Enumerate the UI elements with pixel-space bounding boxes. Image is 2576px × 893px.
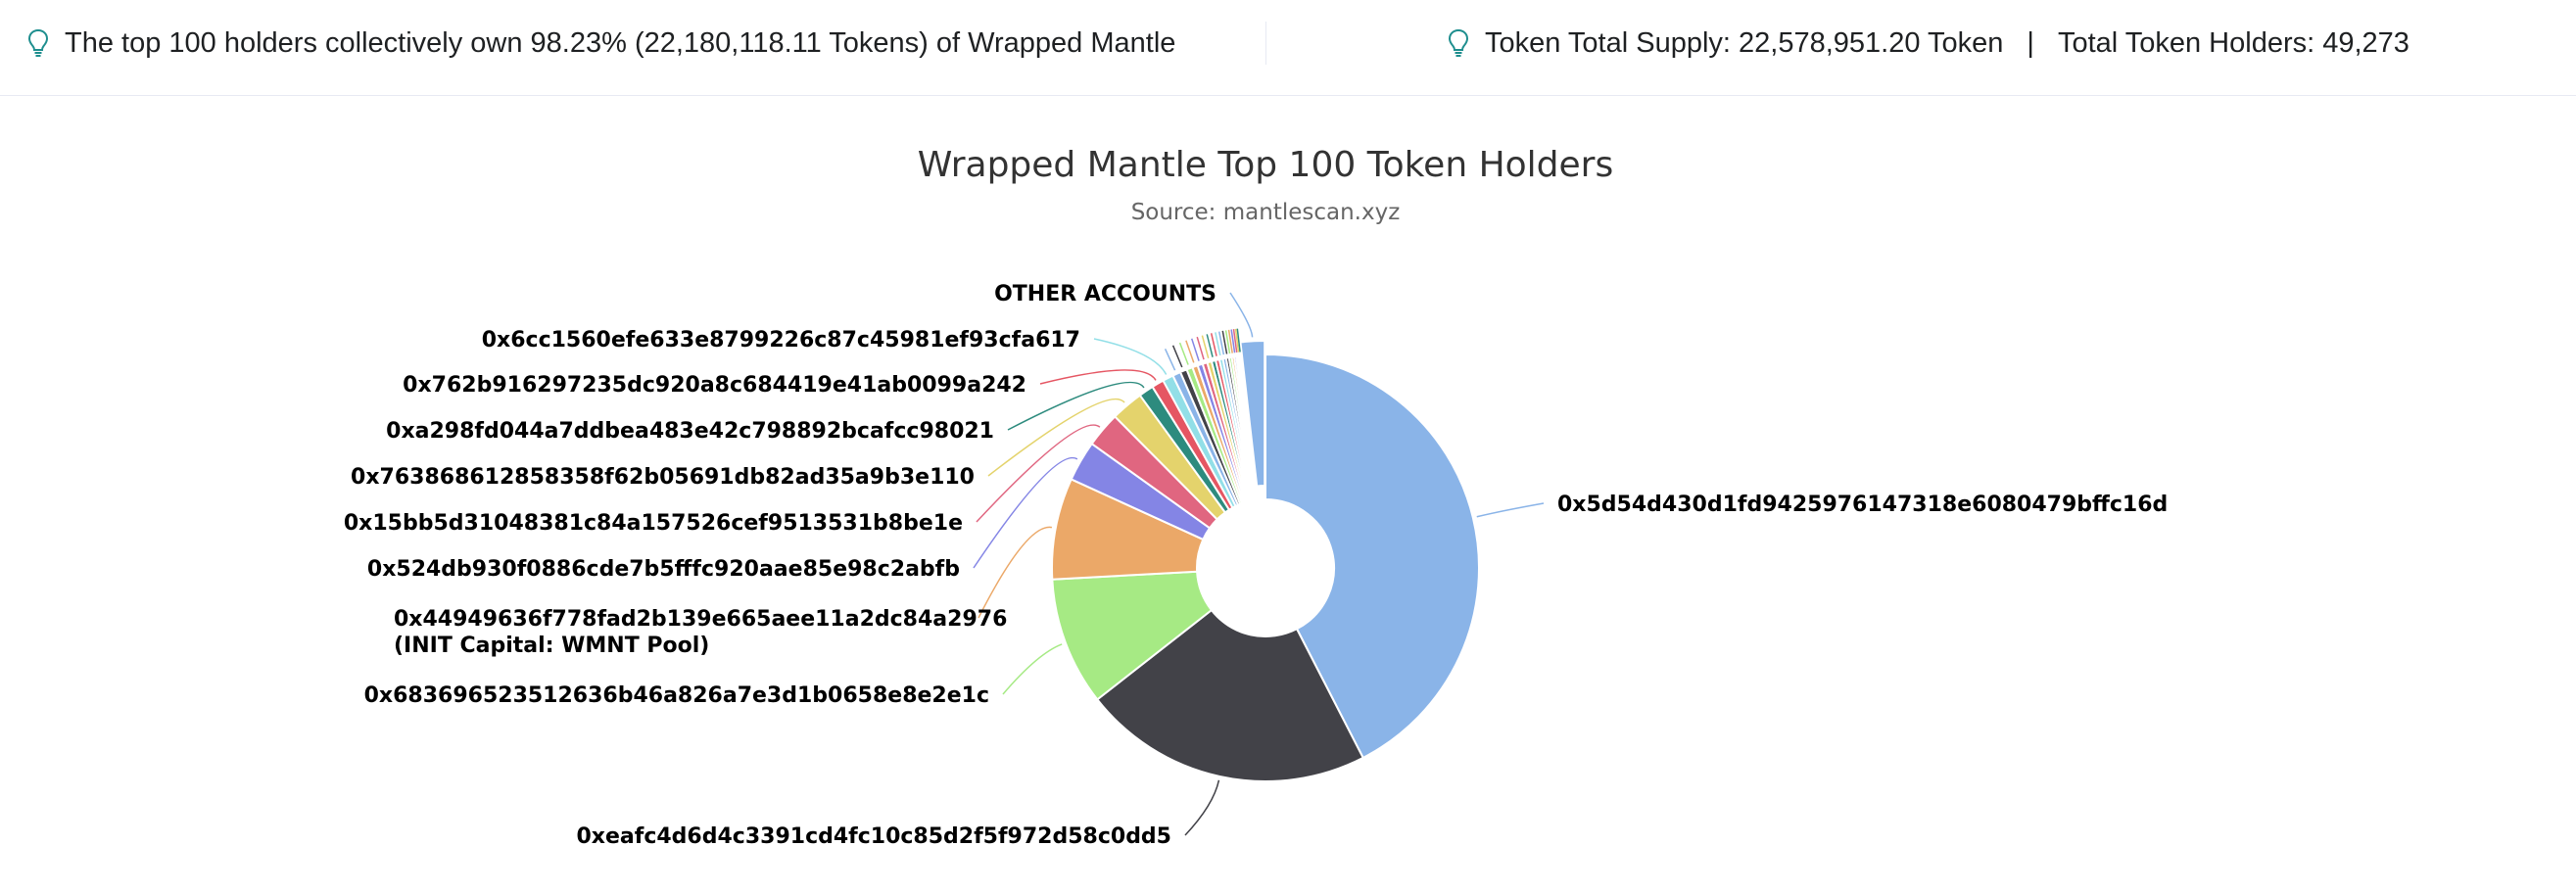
data-label-10: 0x6cc1560efe633e8799226c87c45981ef93cfa6… [482,328,1080,352]
data-label-1: 0x5d54d430d1fd9425976147318e6080479bffc1… [1557,493,2168,517]
connector-line [1230,329,1236,353]
connector-line [987,398,1125,477]
connector-line [1178,342,1189,365]
summary-divider [1265,22,1266,65]
connector-line [1210,333,1217,356]
pie-slice-28[interactable] [1238,354,1260,501]
data-label-3: 0x683696523512636b46a826a7e3d1b0658e8e2e… [364,683,989,708]
data-label-4: 0x44949636f778fad2b139e665aee11a2dc84a29… [394,607,1007,632]
label-connectors [973,292,1545,836]
connector-line [978,526,1053,619]
token-stats: Token Total Supply: 22,578,951.20 Token … [1448,22,2409,65]
data-label-4-sub: (INIT Capital: WMNT Pool) [394,634,709,658]
data-label-5: 0x524db930f0886cde7b5fffc920aae85e98c2ab… [367,557,960,582]
connector-line [1191,338,1200,361]
pie-slices [1050,340,1480,782]
connector-line [1164,349,1176,371]
connector-line [1196,336,1205,360]
connector-line [976,424,1101,523]
pie-slice-2[interactable] [1096,609,1364,782]
connector-line [1171,345,1183,368]
total-holders-text: Total Token Holders: 49,273 [2057,26,2409,59]
connector-line [973,456,1078,569]
data-label-2: 0xeafc4d6d4c3391cd4fc10c85d2f5f972d58c0d… [577,824,1172,849]
chart-subtitle: Source: mantlescan.xyz [1131,200,1401,225]
top-holders-summary: The top 100 holders collectively own 98.… [27,22,1175,65]
pie-slice-other-accounts[interactable] [1239,340,1266,488]
stats-separator: | [2027,26,2034,59]
total-supply-text: Token Total Supply: 22,578,951.20 Token [1485,26,2004,59]
connector-line [1234,328,1240,352]
data-labels: 0x5d54d430d1fd9425976147318e6080479bffc1… [344,282,2168,849]
connector-line [1093,338,1168,375]
chart-title: Wrapped Mantle Top 100 Token Holders [918,145,1614,185]
connector-line [1236,328,1241,352]
connector-line [1476,502,1545,518]
connector-line [1232,329,1238,353]
connector-line [1002,643,1063,695]
data-label-9: 0x762b916297235dc920a8c684419e41ab0099a2… [403,373,1026,398]
connector-line [1185,340,1195,363]
connector-line [1201,335,1210,358]
connector-line [1007,381,1145,431]
connector-line [1184,779,1220,836]
data-label-other-accounts: OTHER ACCOUNTS [994,282,1216,306]
data-label-6: 0x15bb5d31048381c84a157526cef9513531b8be… [344,511,963,536]
connector-line [1227,329,1233,353]
connector-line [1224,330,1231,354]
top-holders-text: The top 100 holders collectively own 98.… [65,26,1176,59]
data-label-8: 0xa298fd044a7ddbea483e42c798892bcafcc980… [386,419,994,444]
connector-line [1229,292,1254,338]
lightbulb-icon [1448,28,1469,57]
connector-line [1221,330,1228,354]
data-label-7: 0x763868612858358f62b05691db82ad35a9b3e1… [351,465,975,490]
pie-slice-1[interactable] [1264,353,1480,759]
connector-line [1206,334,1214,357]
summary-bar: The top 100 holders collectively own 98.… [0,0,2576,96]
lightbulb-icon [27,28,49,57]
holders-pie-chart: Wrapped Mantle Top 100 Token Holders Sou… [344,145,2168,849]
connector-line [1217,331,1225,355]
connector-line [1039,369,1157,385]
connector-line [1215,332,1221,356]
